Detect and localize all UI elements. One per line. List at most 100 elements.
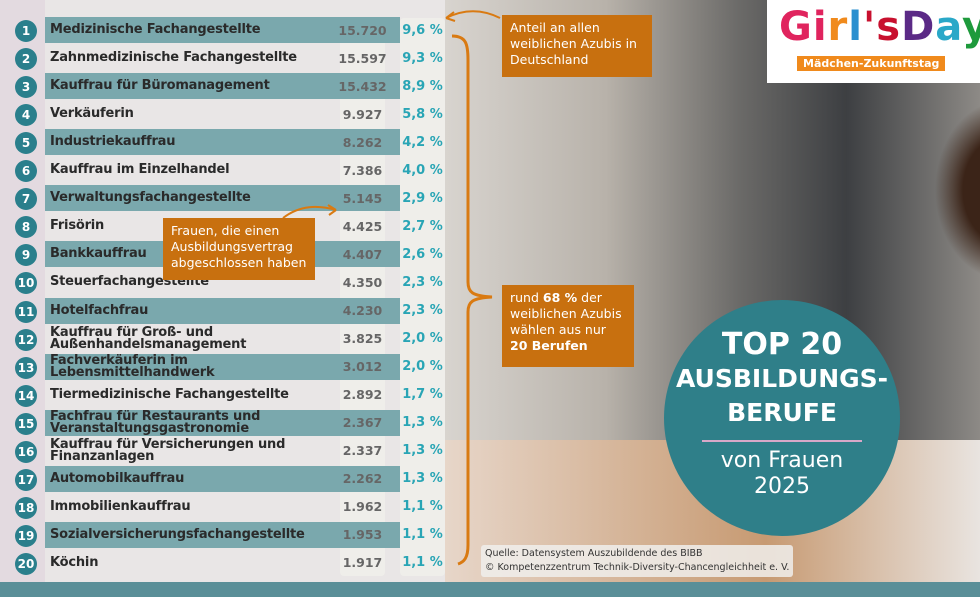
table-row: 13 Fachverkäuferin im Lebensmittelhandwe…	[0, 352, 445, 382]
source-credit: Quelle: Datensystem Auszubildende des BI…	[481, 545, 794, 577]
row-highlight	[45, 73, 400, 100]
occupation-name: Kauffrau für Büromanagement	[50, 78, 270, 94]
table-row: 12 Kauffrau für Groß- und Außenhandelsma…	[0, 326, 445, 354]
share-value: 2,7 %	[402, 218, 443, 234]
share-value: 1,1 %	[402, 527, 443, 543]
occupation-name: Automobilkauffrau	[50, 470, 185, 486]
table-row: 19 Sozialversicherungsfachangestellte 1.…	[0, 521, 445, 550]
table-row: 18 Immobilienkauffrau 1.962 1,1 %	[0, 494, 445, 522]
rank-badge: 10	[15, 272, 37, 295]
table-row: 14 Tiermedizinische Fachangestellte 2.89…	[0, 382, 445, 410]
share-value: 2,9 %	[402, 190, 443, 206]
table-row: 17 Automobilkauffrau 2.262 1,3 %	[0, 465, 445, 494]
occupation-name: Kauffrau im Einzelhandel	[50, 162, 230, 178]
count-value: 2.337	[342, 443, 383, 459]
occupation-name: Fachfrau für Restaurants und Veranstaltu…	[50, 408, 261, 436]
rank-badge: 17	[15, 468, 37, 491]
rank-badge: 3	[15, 76, 37, 99]
table-row: 2 Zahnmedizinische Fachangestellte 15.59…	[0, 45, 445, 73]
rank-badge: 2	[15, 48, 37, 71]
occupation-name: Tiermedizinische Fachangestellte	[50, 386, 289, 402]
headline-subtitle: von Frauen	[720, 448, 844, 473]
rank-badge: 20	[15, 552, 37, 575]
count-value: 5.145	[342, 190, 383, 206]
share-value: 9,3 %	[402, 50, 443, 66]
headline-divider	[702, 440, 862, 442]
count-value: 2.262	[342, 471, 383, 487]
count-value: 7.386	[342, 162, 383, 178]
share-value: 1,3 %	[402, 443, 443, 459]
row-highlight	[45, 129, 400, 156]
row-highlight	[45, 297, 400, 324]
count-value: 1.917	[342, 555, 383, 571]
count-value: 4.230	[342, 303, 383, 318]
count-value: 4.425	[342, 218, 383, 234]
share-value: 8,9 %	[402, 78, 443, 94]
occupation-name: Sozialversicherungsfachangestellte	[50, 526, 305, 542]
share-value: 5,8 %	[402, 106, 443, 122]
total-note: rund 68 % der weiblichen Azubis wählen a…	[502, 285, 634, 367]
share-value: 1,3 %	[402, 415, 443, 431]
share-value: 2,0 %	[402, 359, 443, 375]
total-text: rund	[510, 290, 543, 305]
count-value: 4.350	[342, 274, 383, 290]
count-value: 2.367	[342, 415, 383, 431]
rank-badge: 12	[15, 328, 37, 351]
count-value: 9.927	[342, 106, 383, 122]
row-highlight	[45, 17, 400, 43]
share-value: 2,3 %	[402, 274, 443, 290]
share-value: 2,3 %	[402, 303, 443, 318]
count-value: 3.012	[342, 359, 383, 375]
headline-year: 2025	[754, 474, 810, 499]
table-row: 20 Köchin 1.917 1,1 %	[0, 550, 445, 578]
share-value: 2,6 %	[402, 246, 443, 262]
headline-line3: BERUFE	[727, 398, 837, 427]
share-value: 1,1 %	[402, 555, 443, 571]
occupation-name: Kauffrau für Groß- und Außenhandelsmanag…	[50, 324, 247, 352]
headline-circle: TOP 20 AUSBILDUNGS- BERUFE von Frauen 20…	[664, 300, 900, 536]
occupation-name: Immobilienkauffrau	[50, 498, 191, 514]
occupation-name: Kauffrau für Versicherungen und Finanzan…	[50, 436, 286, 464]
occupation-name: Industriekauffrau	[50, 134, 176, 150]
table-row: 8 Frisörin 4.425 2,7 %	[0, 213, 445, 241]
rank-badge: 7	[15, 188, 37, 211]
occupation-name: Frisörin	[50, 218, 105, 234]
table-row: 4 Verkäuferin 9.927 5,8 %	[0, 101, 445, 129]
count-note: Frauen, die einen Ausbildungsvertrag abg…	[163, 218, 315, 280]
rank-badge: 6	[15, 160, 37, 183]
table-row: 3 Kauffrau für Büromanagement 15.432 8,9…	[0, 73, 445, 101]
occupation-name: Köchin	[50, 554, 99, 570]
table-row: 1 Medizinische Fachangestellte 15.720 9,…	[0, 17, 445, 45]
row-highlight	[45, 185, 400, 212]
rank-badge: 4	[15, 104, 37, 127]
row-highlight	[45, 353, 400, 380]
count-value: 15.720	[338, 22, 387, 38]
share-value: 1,3 %	[402, 471, 443, 487]
table-row: 5 Industriekauffrau 8.262 4,2 %	[0, 129, 445, 157]
source-line: Quelle: Datensystem Auszubildende des BI…	[485, 548, 703, 559]
table-row: 7 Verwaltungsfachangestellte 5.145 2,9 %	[0, 185, 445, 213]
table-row: 11 Hotelfachfrau 4.230 2,3 %	[0, 297, 445, 326]
total-text-mid: der weiblichen Azubis wählen aus nur	[510, 290, 622, 337]
occupation-name: Hotelfachfrau	[50, 302, 149, 318]
rank-badge: 18	[15, 496, 37, 519]
total-count: 20 Berufen	[510, 338, 588, 353]
share-value: 1,7 %	[402, 387, 443, 403]
logo-wordmark: Girl'sDay	[779, 4, 980, 50]
count-arrow	[282, 204, 337, 219]
occupation-name: Medizinische Fachangestellte	[50, 22, 261, 37]
occupation-name: Bankkauffrau	[50, 246, 147, 262]
occupation-name: Verwaltungsfachangestellte	[50, 190, 251, 206]
share-arrow	[445, 10, 501, 22]
copyright-line: © Kompetenzzentrum Technik-Diversity-Cha…	[485, 562, 790, 573]
row-highlight	[45, 465, 400, 492]
row-highlight	[45, 521, 400, 548]
table-row: 6 Kauffrau im Einzelhandel 7.386 4,0 %	[0, 157, 445, 185]
headline-line2: AUSBILDUNGS-	[675, 364, 889, 393]
rank-badge: 5	[15, 132, 37, 155]
rank-badge: 1	[15, 20, 37, 42]
occupation-name: Fachverkäuferin im Lebensmittelhandwerk	[50, 352, 215, 380]
row-highlight	[45, 409, 400, 436]
count-value: 1.953	[342, 527, 383, 543]
